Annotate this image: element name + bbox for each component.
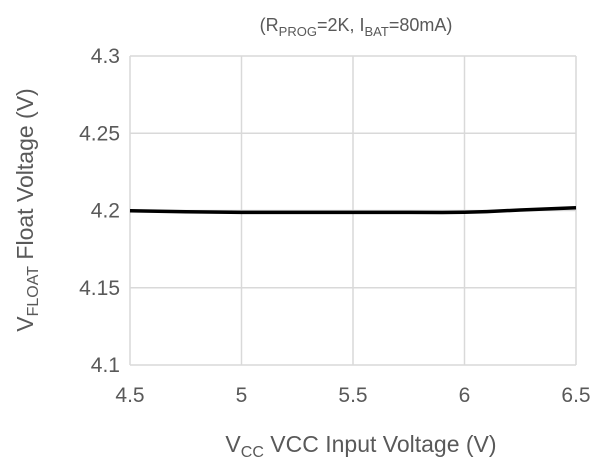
x-axis-title: VCC VCC Input Voltage (V): [225, 431, 496, 461]
x-tick-label: 6.5: [561, 384, 590, 407]
series-line-0: [129, 205, 577, 215]
y-tick-label: 4.15: [79, 277, 120, 300]
x-tick-label: 6: [459, 384, 471, 407]
x-tick-label: 5.5: [338, 384, 367, 407]
y-axis-title: VFLOAT Float Voltage (V): [12, 88, 42, 331]
series-layer: [129, 205, 577, 215]
x-tick-label: 4.5: [115, 384, 144, 407]
y-tick-label: 4.2: [91, 200, 120, 223]
chart-subtitle: (RPROG=2K, IBAT=80mA): [260, 15, 453, 39]
y-tick-label: 4.25: [79, 122, 120, 145]
tick-labels: 4.1 4.15 4.2 4.25 4.3 4.5 5 5.5 6 6.5: [79, 45, 590, 407]
x-tick-label: 5: [236, 384, 248, 407]
y-tick-label: 4.3: [91, 45, 120, 68]
y-tick-label: 4.1: [91, 354, 120, 377]
